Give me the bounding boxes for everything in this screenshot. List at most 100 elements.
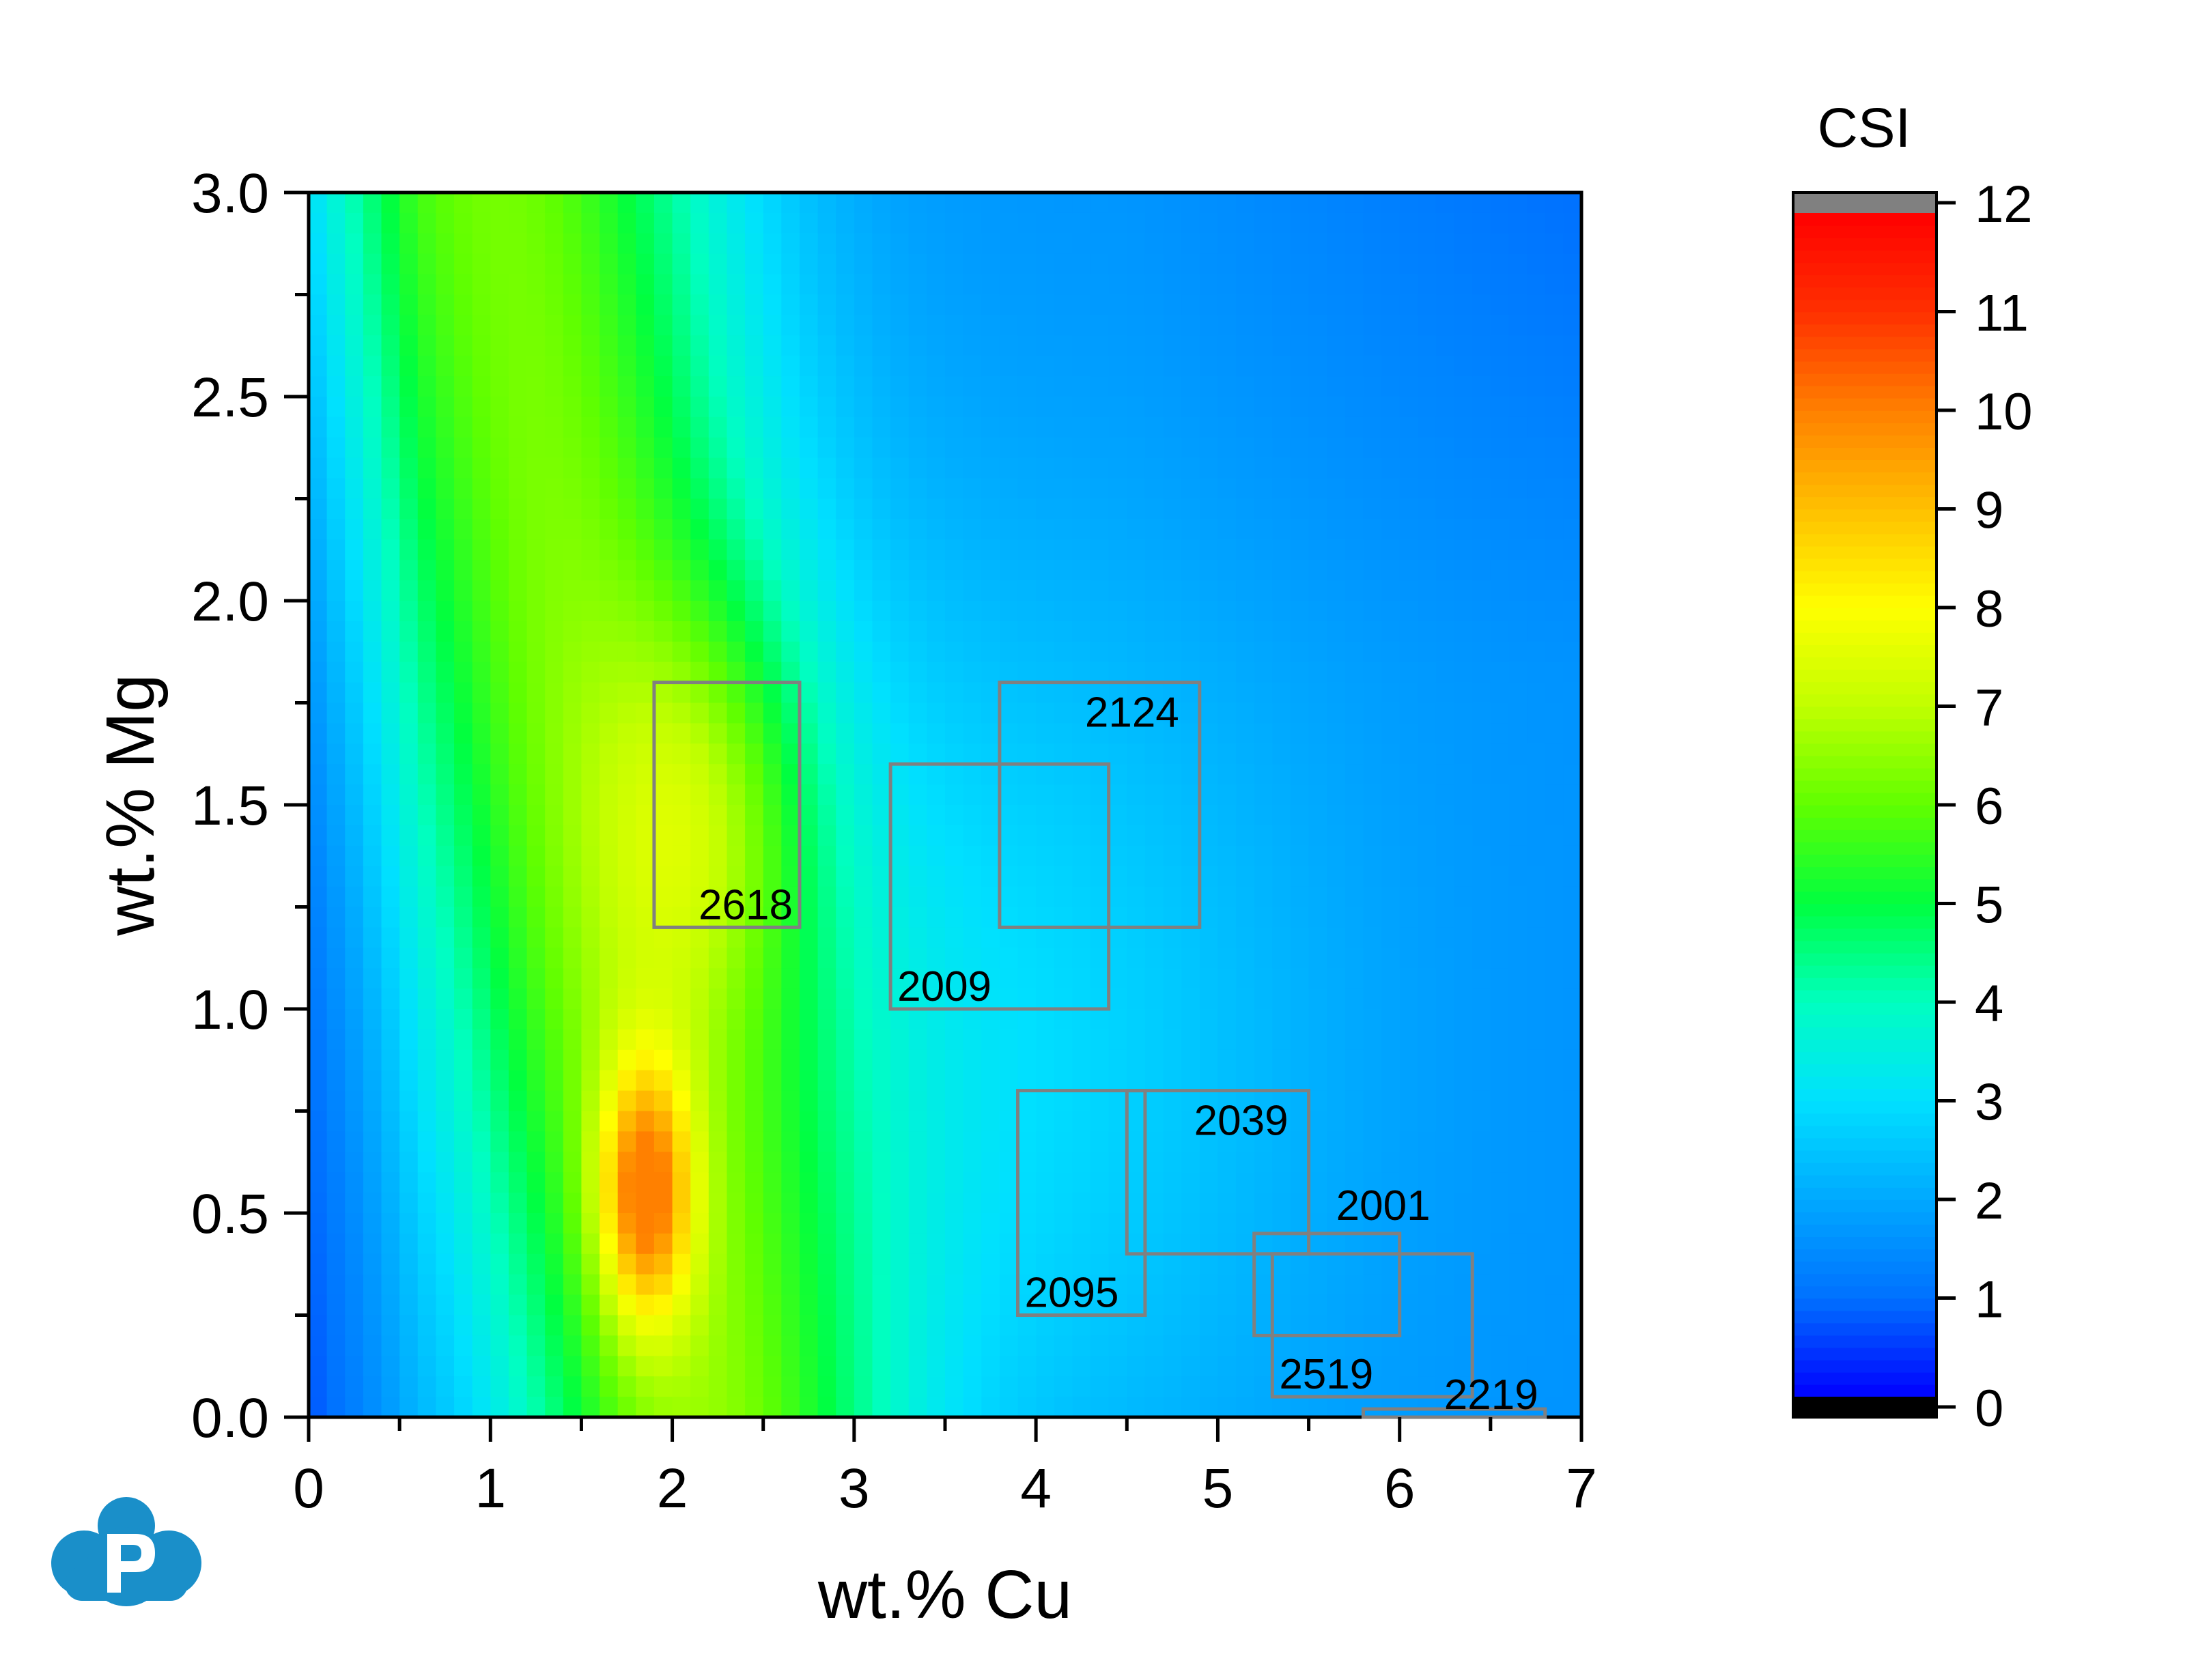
heatmap-cell	[1108, 478, 1128, 500]
heatmap-cell	[1418, 661, 1437, 683]
heatmap-cell	[1308, 1274, 1327, 1296]
heatmap-cell	[1163, 1070, 1182, 1092]
heatmap-cell	[1144, 661, 1164, 683]
colorbar-segment	[1793, 1125, 1937, 1139]
heatmap-cell	[1399, 1376, 1419, 1397]
heatmap-cell	[436, 1009, 455, 1030]
heatmap-cell	[1545, 1356, 1564, 1377]
colorbar-segment	[1793, 965, 1937, 978]
heatmap-cell	[890, 1253, 910, 1275]
heatmap-cell	[345, 927, 364, 949]
heatmap-cell	[927, 866, 946, 887]
heatmap-cell	[1199, 968, 1219, 989]
heatmap-cell	[1036, 457, 1055, 479]
heatmap-cell	[526, 702, 546, 724]
heatmap-cell	[636, 907, 655, 928]
heatmap-cell	[617, 478, 637, 500]
heatmap-cell	[1290, 233, 1310, 255]
heatmap-cell	[436, 315, 455, 337]
heatmap-cell	[945, 601, 964, 622]
heatmap-cell	[600, 682, 619, 704]
heatmap-cell	[417, 1335, 437, 1357]
heatmap-cell	[1399, 1253, 1419, 1275]
heatmap-cell	[690, 294, 709, 316]
heatmap-cell	[508, 233, 528, 255]
heatmap-cell	[1418, 1009, 1437, 1030]
heatmap-cell	[963, 743, 983, 765]
heatmap-cell	[836, 601, 855, 622]
heatmap-cell	[1254, 805, 1273, 826]
heatmap-cell	[1272, 702, 1291, 724]
heatmap-cell	[727, 927, 746, 949]
heatmap-cell	[1490, 968, 1510, 989]
heatmap-cell	[526, 1152, 546, 1173]
heatmap-cell	[872, 682, 891, 704]
colorbar-tick-label: 0	[1975, 1380, 2003, 1438]
heatmap-cell	[727, 1152, 746, 1173]
heatmap-cell	[581, 1356, 600, 1377]
heatmap-cell	[1454, 233, 1474, 255]
heatmap-cell	[690, 948, 709, 969]
heatmap-cell	[1435, 1253, 1455, 1275]
heatmap-cell	[472, 927, 492, 949]
heatmap-cell	[1199, 1233, 1219, 1255]
heatmap-cell	[1127, 805, 1146, 826]
heatmap-cell	[708, 948, 728, 969]
heatmap-cell	[1381, 416, 1400, 438]
heatmap-cell	[708, 1274, 728, 1296]
heatmap-cell	[999, 641, 1019, 663]
heatmap-cell	[781, 825, 800, 846]
heatmap-cell	[672, 743, 691, 765]
heatmap-cell	[581, 1131, 600, 1153]
heatmap-cell	[1327, 601, 1346, 622]
heatmap-cell	[1308, 661, 1327, 683]
heatmap-cell	[708, 539, 728, 560]
heatmap-cell	[490, 376, 509, 397]
heatmap-cell	[472, 886, 492, 908]
heatmap-cell	[545, 927, 564, 949]
heatmap-cell	[454, 764, 473, 785]
heatmap-cell	[508, 1294, 528, 1316]
heatmap-cell	[1236, 743, 1255, 765]
heatmap-cell	[1327, 335, 1346, 356]
heatmap-cell	[1545, 1172, 1564, 1193]
heatmap-cell	[727, 702, 746, 724]
heatmap-cell	[526, 1253, 546, 1275]
heatmap-cell	[1127, 621, 1146, 642]
heatmap-cell	[1508, 1090, 1528, 1112]
heatmap-cell	[490, 845, 509, 867]
heatmap-cell	[1345, 968, 1364, 989]
heatmap-cell	[672, 682, 691, 704]
heatmap-cell	[600, 1090, 619, 1112]
heatmap-cell	[326, 233, 346, 255]
heatmap-cell	[345, 478, 364, 500]
heatmap-cell	[490, 478, 509, 500]
heatmap-cell	[1435, 376, 1455, 397]
heatmap-cell	[526, 397, 546, 418]
heatmap-cell	[1545, 1397, 1564, 1417]
heatmap-cell	[817, 784, 837, 806]
heatmap-cell	[436, 907, 455, 928]
heatmap-cell	[817, 1397, 837, 1417]
heatmap-cell	[1290, 1253, 1310, 1275]
heatmap-cell	[1508, 825, 1528, 846]
heatmap-cell	[781, 376, 800, 397]
heatmap-cell	[872, 702, 891, 724]
heatmap-cell	[690, 193, 709, 214]
heatmap-cell	[672, 1152, 691, 1173]
heatmap-cell	[472, 907, 492, 928]
heatmap-cell	[399, 1356, 419, 1377]
heatmap-cell	[563, 1172, 582, 1193]
heatmap-cell	[1472, 702, 1491, 724]
heatmap-cell	[436, 1029, 455, 1051]
heatmap-cell	[763, 1029, 783, 1051]
heatmap-cell	[1472, 1193, 1491, 1214]
heatmap-cell	[799, 1090, 819, 1112]
heatmap-cell	[999, 1009, 1019, 1030]
heatmap-cell	[653, 498, 673, 520]
heatmap-cell	[1236, 539, 1255, 560]
colorbar-under-cap	[1793, 1397, 1937, 1417]
heatmap-cell	[745, 1376, 764, 1397]
colorbar-over-cap	[1793, 193, 1937, 213]
heatmap-cell	[1272, 1131, 1291, 1153]
